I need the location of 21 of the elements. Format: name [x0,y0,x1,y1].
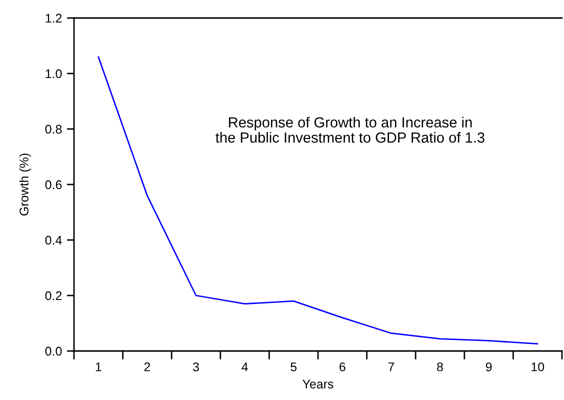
y-tick-label: 0.8 [45,124,62,134]
x-tick-label: 10 [532,362,544,372]
x-tick-label: 5 [290,362,297,372]
y-axis-title: Growth (%) [19,154,31,216]
y-tick-label: 1.0 [46,69,62,78]
x-tick-label: 9 [486,362,492,372]
y-tick-label: 1.2 [46,14,62,23]
y-tick-label: 0.2 [45,291,62,300]
x-tick-label: 2 [144,362,150,372]
line-series [98,56,538,344]
y-tick-label: 0.6 [45,180,62,190]
x-tick-label: 6 [340,362,346,372]
x-tick-label: 8 [437,362,443,372]
x-tick-label: 1 [96,362,102,372]
x-tick-label: 7 [388,362,394,372]
y-tick-label: 0.4 [45,236,62,245]
annotation: Response of Growth to an Increase in the Public Investment to GDP Ratio of 1.3 [216,116,484,143]
y-tick-label: 0.0 [45,346,62,356]
x-tick-label: 3 [193,362,199,372]
x-axis-title: Years [302,380,334,388]
x-tick-label: 4 [242,362,248,372]
